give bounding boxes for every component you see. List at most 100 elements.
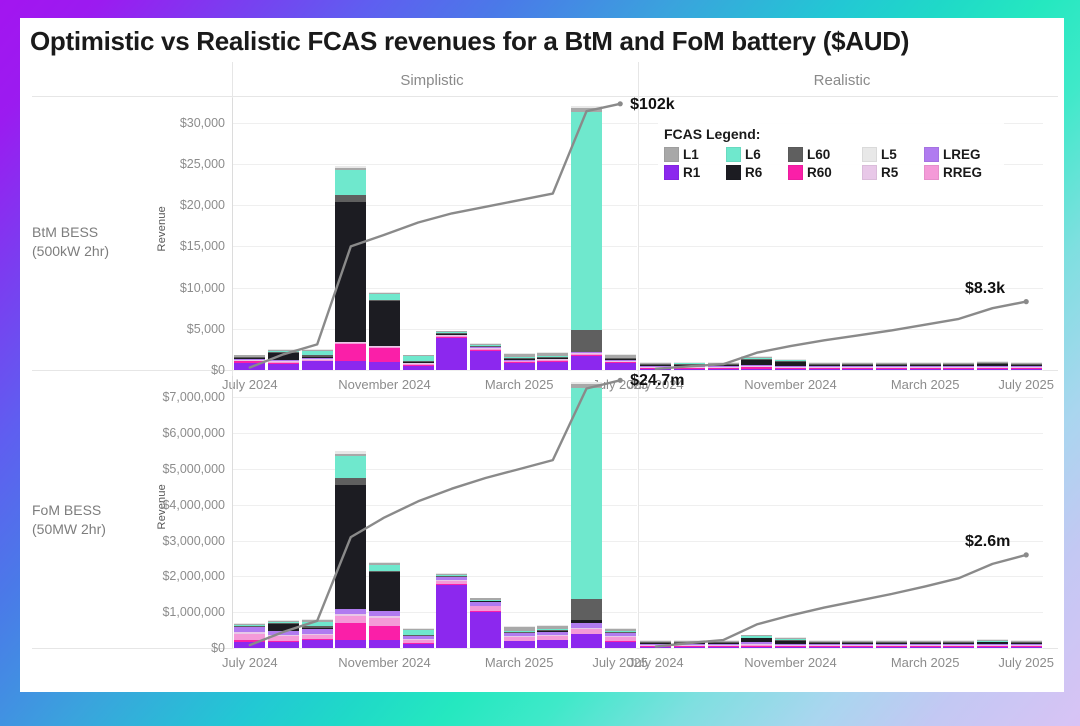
gridline (639, 205, 1043, 207)
bar-column[interactable] (741, 634, 773, 648)
legend-swatch-lreg-icon (924, 147, 939, 162)
legend-swatch-l1-icon (664, 147, 679, 162)
bar-column[interactable] (774, 637, 807, 648)
x-tick-label: November 2024 (338, 655, 431, 670)
bar-column[interactable] (469, 342, 502, 370)
y-tick-label: $6,000,000 (162, 426, 225, 441)
y-tick-label: $0 (211, 641, 225, 655)
legend-swatch-r5-icon (862, 165, 877, 180)
bar-segment-r6 (267, 352, 300, 361)
bar-column[interactable] (301, 348, 333, 370)
bar-column[interactable] (640, 640, 672, 648)
legend-item-lreg[interactable]: LREG (924, 147, 998, 162)
bar-column[interactable] (436, 330, 468, 370)
legend-row-r: R1 R6 R60 R5 RREG (664, 165, 998, 180)
bar-column[interactable] (368, 291, 401, 370)
row-label-btm: BtM BESS (500kW 2hr) (32, 223, 152, 261)
x-tick-label: November 2024 (744, 377, 837, 392)
gridline (639, 504, 1043, 506)
bar-column[interactable] (537, 352, 569, 370)
bar-column[interactable] (469, 597, 502, 648)
bar-column[interactable] (234, 354, 266, 370)
bar-column[interactable] (943, 362, 975, 370)
legend-item-rreg[interactable]: RREG (924, 165, 998, 180)
bar-column[interactable] (1010, 640, 1042, 648)
legend-item-r1[interactable]: R1 (664, 165, 726, 180)
bar-column[interactable] (604, 354, 636, 370)
legend-item-r60[interactable]: R60 (788, 165, 862, 180)
bar-segment-r6 (335, 485, 367, 609)
x-tick-label: March 2025 (484, 655, 554, 670)
bar-column[interactable] (503, 626, 535, 648)
bar-column[interactable] (741, 356, 773, 370)
bar-column[interactable] (503, 353, 535, 370)
bar-column[interactable] (808, 362, 840, 370)
bar-column[interactable] (976, 360, 1009, 370)
bar-column[interactable] (673, 639, 706, 648)
legend-label-l5: L5 (881, 147, 897, 162)
bar-column[interactable] (909, 640, 941, 648)
legend-swatch-rreg-icon (924, 165, 939, 180)
x-tick-label: July 2024 (628, 655, 684, 670)
bar-column[interactable] (368, 562, 401, 648)
legend-item-l5[interactable]: L5 (862, 147, 924, 162)
bar-column[interactable] (943, 640, 975, 648)
bar-column[interactable] (570, 106, 603, 370)
bar-column[interactable] (537, 624, 569, 648)
y-tick-label: $7,000,000 (162, 390, 225, 405)
legend-item-l1[interactable]: L1 (664, 147, 726, 162)
legend-item-r5[interactable]: R5 (862, 165, 924, 180)
x-axis-labels-btm-realistic: July 2024 November 2024 March 2025 July 202… (628, 370, 1054, 398)
bar-column[interactable] (875, 362, 908, 370)
bar-segment-rreg (368, 617, 401, 626)
bar-column[interactable] (909, 362, 941, 370)
bar-segment-l6 (335, 455, 367, 478)
annotation-total-btm-realistic: $8.3k (965, 279, 1006, 297)
bar-column[interactable] (842, 640, 874, 648)
bar-segment-r60 (368, 626, 401, 641)
gridline (233, 370, 637, 371)
y-tick-label: $2,000,000 (162, 569, 225, 584)
legend-swatch-r60-icon (788, 165, 803, 180)
plot-area-fom-realistic: $2.6m July 2024 November 2024 March 2025 Jul… (628, 376, 1054, 670)
legend-swatch-l60-icon (788, 147, 803, 162)
bar-column[interactable] (570, 382, 603, 648)
bar-column[interactable] (267, 620, 300, 648)
bar-column[interactable] (604, 627, 636, 648)
legend-item-l60[interactable]: L60 (788, 147, 862, 162)
bar-column[interactable] (335, 165, 367, 370)
bar-column[interactable] (234, 623, 266, 648)
bar-column[interactable] (976, 639, 1009, 648)
gridline (639, 469, 1043, 471)
bar-segment-l60 (570, 599, 603, 621)
chart-card: Optimistic vs Realistic FCAS revenues fo… (20, 18, 1064, 692)
bar-column[interactable] (267, 349, 300, 370)
bar-column[interactable] (335, 450, 367, 648)
bar-column[interactable] (673, 361, 706, 370)
bar-segment-r1 (301, 361, 333, 370)
legend-row-l: L1 L6 L60 L5 LREG (664, 147, 998, 162)
bar-column[interactable] (774, 358, 807, 370)
bar-column[interactable] (1010, 362, 1042, 370)
bar-column[interactable] (436, 573, 468, 648)
row-label-btm-line2: (500kW 2hr) (32, 242, 110, 259)
bar-column[interactable] (707, 362, 739, 370)
bar-segment-l60 (570, 330, 603, 352)
bar-column[interactable] (808, 640, 840, 648)
bar-column[interactable] (707, 640, 739, 648)
bar-column[interactable] (640, 362, 672, 370)
panel-divider-top (32, 96, 1058, 97)
legend-item-r6[interactable]: R6 (726, 165, 788, 180)
bar-column[interactable] (301, 619, 333, 648)
bar-column[interactable] (402, 354, 434, 370)
row-label-fom: FoM BESS (50MW 2hr) (32, 501, 152, 539)
legend-item-l6[interactable]: L6 (726, 147, 788, 162)
bar-column[interactable] (875, 640, 908, 648)
gridline (639, 433, 1043, 435)
bar-segment-r1 (469, 611, 502, 648)
bar-column[interactable] (842, 362, 874, 370)
x-axis-labels-fom-simplistic: July 2024 November 2024 March 2025 July 202… (222, 648, 648, 676)
bar-column[interactable] (402, 627, 434, 648)
bar-segment-r1 (436, 585, 468, 648)
